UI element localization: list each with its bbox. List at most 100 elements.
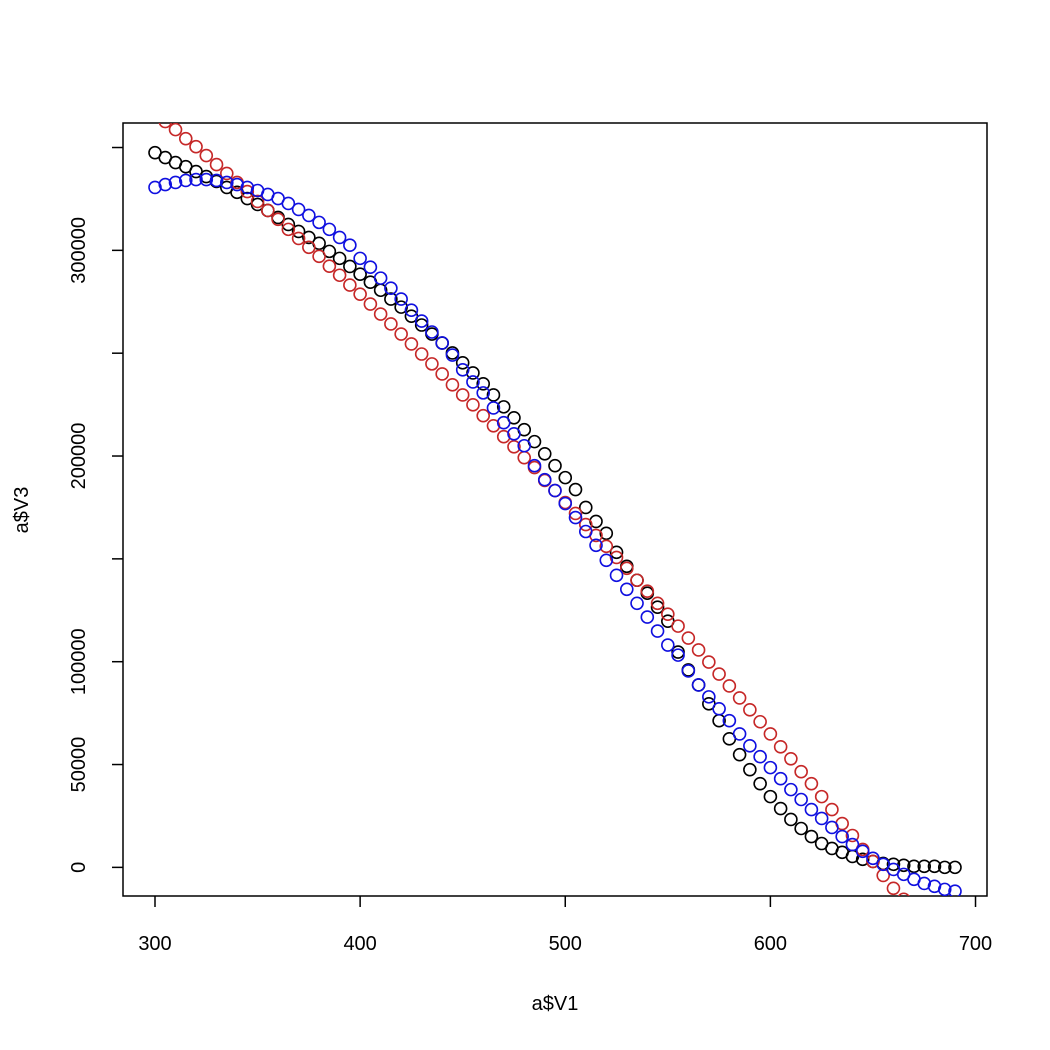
point <box>353 267 367 282</box>
point <box>189 172 203 187</box>
point <box>722 679 737 693</box>
point <box>384 281 398 295</box>
point <box>496 429 511 444</box>
point <box>732 747 747 762</box>
point <box>650 600 665 614</box>
point <box>486 401 501 415</box>
point <box>650 624 665 638</box>
point <box>794 821 808 836</box>
point <box>168 175 183 190</box>
point <box>650 596 665 611</box>
point <box>671 648 685 662</box>
point <box>794 764 808 779</box>
point <box>773 801 788 816</box>
point <box>384 317 398 331</box>
point <box>722 713 737 728</box>
point <box>414 318 429 332</box>
point <box>261 203 275 218</box>
point <box>599 553 614 568</box>
point <box>825 802 839 817</box>
x-tick-label: 700 <box>959 933 992 955</box>
point <box>578 524 593 539</box>
point <box>702 655 716 669</box>
point <box>609 545 624 560</box>
points <box>148 123 962 929</box>
point <box>486 388 501 402</box>
point <box>814 789 829 804</box>
point <box>753 776 767 791</box>
point <box>527 458 542 473</box>
point <box>804 802 819 817</box>
point <box>271 212 285 227</box>
point <box>886 857 901 872</box>
y-tick-label: 100000 <box>68 628 90 695</box>
point <box>918 917 930 929</box>
point <box>496 400 511 414</box>
point <box>732 727 747 741</box>
point <box>640 584 655 598</box>
point <box>466 375 480 389</box>
point <box>435 367 449 381</box>
point <box>568 506 583 521</box>
point <box>343 238 357 253</box>
point <box>332 268 347 283</box>
point <box>589 538 603 553</box>
point <box>353 251 367 266</box>
point <box>743 739 757 753</box>
point <box>158 177 173 192</box>
point <box>455 356 470 370</box>
point <box>948 860 962 875</box>
point <box>578 500 593 515</box>
y-axis-label: a$V3 <box>11 487 33 534</box>
point <box>250 194 265 209</box>
point <box>712 701 726 716</box>
point <box>937 882 952 896</box>
point <box>886 881 901 896</box>
point <box>599 526 614 541</box>
point <box>804 829 819 844</box>
point <box>619 582 634 597</box>
point <box>568 510 583 525</box>
point <box>609 550 624 565</box>
point <box>394 292 408 306</box>
point <box>558 496 573 511</box>
point <box>302 240 316 255</box>
point <box>476 408 491 423</box>
point <box>435 336 449 350</box>
point <box>927 859 942 874</box>
point <box>876 868 891 883</box>
point <box>794 792 808 807</box>
point <box>743 762 757 777</box>
point <box>702 690 716 704</box>
point <box>199 148 214 163</box>
point <box>712 667 726 681</box>
y-tick-label: 0 <box>68 862 90 873</box>
point <box>661 607 675 621</box>
point <box>753 749 767 764</box>
point <box>558 470 573 485</box>
point <box>548 458 562 473</box>
point <box>148 180 162 195</box>
point <box>332 230 347 245</box>
point <box>425 357 439 371</box>
point <box>907 859 921 874</box>
point <box>681 631 696 645</box>
point <box>178 173 193 188</box>
point <box>445 348 460 362</box>
point <box>332 251 347 266</box>
point <box>681 664 696 678</box>
point <box>312 249 326 264</box>
point <box>404 337 419 351</box>
point <box>291 224 306 239</box>
point <box>917 859 932 874</box>
point <box>240 184 255 199</box>
point <box>773 771 788 786</box>
point <box>753 714 767 729</box>
point <box>855 852 870 867</box>
point <box>671 619 685 633</box>
point <box>168 123 183 137</box>
point <box>404 303 419 318</box>
point <box>353 287 367 301</box>
point <box>322 259 337 273</box>
